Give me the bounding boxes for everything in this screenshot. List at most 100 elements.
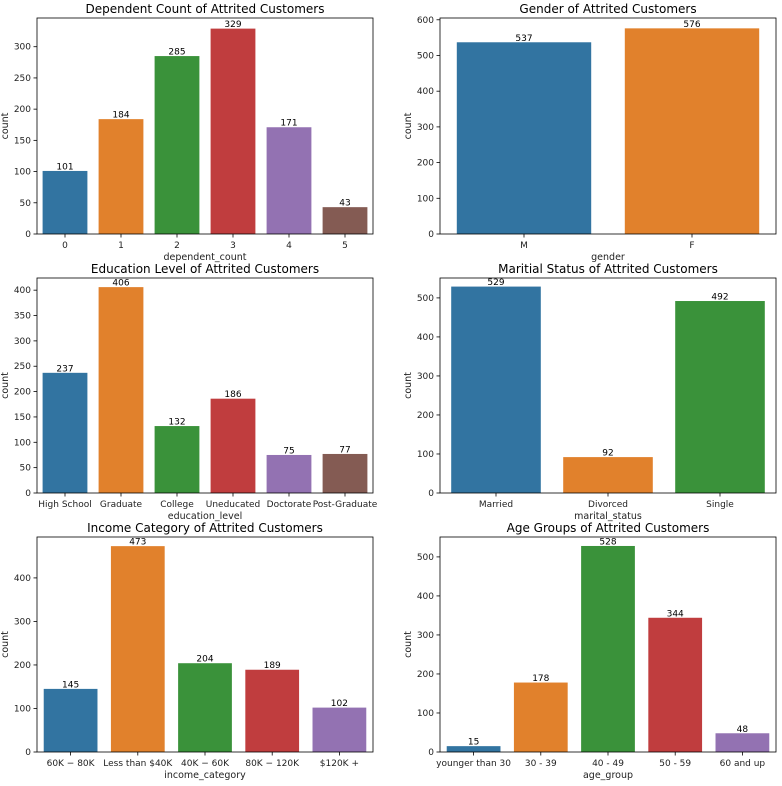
data-label: 186 — [224, 390, 241, 400]
chart-5: Age Groups of Attrited Customers 15 younge… — [403, 521, 777, 781]
x-tick-label: Post-Graduate — [313, 500, 378, 510]
data-label: 77 — [339, 445, 350, 455]
bar — [675, 301, 765, 493]
axes-frame — [439, 17, 777, 235]
axes-frame — [439, 277, 777, 494]
y-tick-label: 300 — [417, 631, 434, 641]
bar — [98, 287, 144, 493]
data-label: 171 — [280, 119, 297, 129]
data-label: 132 — [168, 418, 185, 428]
x-tick-label: Single — [706, 500, 734, 510]
y-tick-label: 0 — [25, 489, 31, 499]
x-tick-label: 1 — [118, 241, 124, 251]
x-tick-label: Doctorate — [267, 500, 312, 510]
y-tick-label: 300 — [14, 337, 31, 347]
data-label: 344 — [667, 609, 684, 619]
data-label: 329 — [224, 20, 241, 30]
y-axis-label: count — [0, 372, 11, 399]
data-label: 48 — [737, 725, 749, 735]
y-tick-label: 200 — [14, 105, 31, 115]
bar — [513, 682, 568, 752]
y-tick-label: 0 — [25, 230, 31, 240]
chart-2: Education Level of Attrited Customers 237… — [0, 262, 378, 522]
data-label: 528 — [599, 537, 616, 547]
x-tick-label: M — [520, 241, 528, 251]
data-label: 537 — [515, 34, 532, 44]
bar — [322, 453, 368, 493]
x-tick-label: Graduate — [100, 500, 143, 510]
y-tick-label: 300 — [14, 43, 31, 53]
chart-0: Dependent Count of Attrited Customers 1 0 1… — [0, 2, 374, 263]
x-tick-label: Less than $40K — [103, 759, 173, 769]
data-label: 145 — [62, 680, 79, 690]
y-tick-label: 100 — [14, 438, 31, 448]
y-tick-label: 500 — [417, 51, 434, 61]
bar — [43, 688, 98, 752]
bar — [210, 398, 256, 493]
y-tick-label: 500 — [417, 553, 434, 563]
x-tick-label: 2 — [174, 241, 180, 251]
y-axis-label: count — [403, 631, 414, 658]
x-tick-label: Divorced — [588, 500, 628, 510]
x-tick-label: 5 — [342, 241, 348, 251]
y-tick-label: 300 — [14, 617, 31, 627]
x-axis-label: gender — [591, 252, 625, 263]
x-tick-label: Uneducated — [206, 500, 261, 510]
bar — [312, 707, 367, 752]
y-tick-label: 0 — [25, 748, 31, 758]
bar — [178, 663, 232, 752]
data-label: 492 — [711, 293, 728, 303]
bar — [715, 733, 770, 752]
x-tick-label: 60K − 80K — [47, 759, 96, 769]
chart-4: Income Category of Attrited Customers 145… — [0, 521, 374, 781]
x-tick-label: 4 — [286, 241, 292, 251]
x-tick-label: 60 and up — [720, 759, 766, 769]
x-tick-label: 40 - 49 — [592, 759, 624, 769]
data-label: 529 — [487, 278, 504, 288]
data-label: 43 — [339, 199, 350, 209]
y-tick-label: 400 — [417, 592, 434, 602]
y-tick-label: 300 — [417, 372, 434, 382]
bar — [581, 545, 635, 752]
x-tick-label: younger than 30 — [436, 759, 511, 769]
y-tick-label: 150 — [14, 136, 31, 146]
data-label: 189 — [264, 661, 281, 671]
y-axis-label: count — [0, 112, 11, 139]
data-label: 204 — [196, 655, 213, 665]
bar — [210, 28, 256, 234]
y-tick-label: 200 — [417, 411, 434, 421]
y-tick-label: 250 — [14, 362, 31, 372]
data-label: 102 — [331, 699, 348, 709]
x-tick-label: 30 - 39 — [525, 759, 557, 769]
axes-frame — [439, 536, 777, 753]
x-tick-label: High School — [38, 500, 91, 510]
x-tick-label: 0 — [62, 241, 68, 251]
chart-title: Age Groups of Attrited Customers — [507, 521, 710, 535]
y-tick-label: 400 — [14, 286, 31, 296]
bar — [42, 372, 88, 493]
x-tick-label: 40K − 60K — [181, 759, 230, 769]
y-tick-label: 200 — [417, 159, 434, 169]
chart-title: Gender of Attrited Customers — [519, 2, 696, 16]
y-tick-label: 400 — [14, 574, 31, 584]
bar — [456, 42, 592, 235]
y-tick-label: 200 — [14, 661, 31, 671]
y-tick-label: 0 — [428, 748, 434, 758]
y-tick-label: 350 — [14, 312, 31, 322]
y-tick-label: 100 — [417, 194, 434, 204]
x-tick-label: 3 — [230, 241, 236, 251]
bar — [648, 617, 703, 752]
y-tick-label: 200 — [417, 670, 434, 680]
chart-title: Income Category of Attrited Customers — [87, 521, 323, 535]
x-tick-label: $120K + — [320, 759, 359, 769]
chart-title: Dependent Count of Attrited Customers — [86, 2, 325, 16]
bar — [98, 119, 144, 234]
x-tick-label: 80K − 120K — [245, 759, 300, 769]
bar — [266, 454, 312, 493]
axes-frame — [36, 536, 374, 753]
chart-title: Maritial Status of Attrited Customers — [498, 262, 718, 276]
bar — [154, 56, 200, 234]
chart-3: Maritial Status of Attrited Customers 529… — [403, 262, 777, 522]
bar — [624, 28, 760, 235]
y-tick-label: 100 — [14, 704, 31, 714]
